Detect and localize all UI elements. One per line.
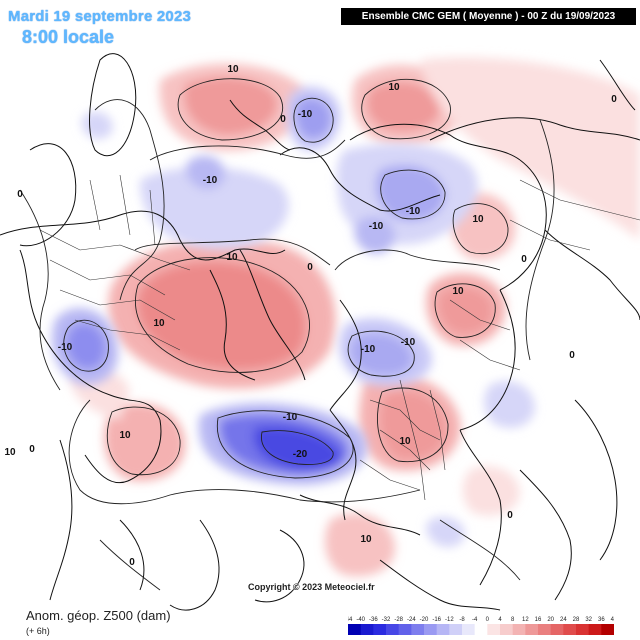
scale-tick-label: 40 [611,617,614,623]
contour-label: 10 [226,252,238,263]
contour-label: 0 [280,114,286,125]
contour-label: 10 [360,534,372,545]
scale-tick-label: 12 [522,617,529,623]
copyright-notice: Copyright © 2023 Meteociel.fr [248,582,375,592]
scale-swatch [360,624,374,635]
contour-label: 10 [452,286,464,297]
scale-tick-label: 8 [511,617,515,623]
scale-swatch [576,624,590,635]
contour-label: 0 [307,262,313,273]
scale-tick-label: 28 [573,617,580,623]
scale-tick-label: 16 [535,617,542,623]
contour-labels: -10 -10 -10 -10 -10 -10 -10 -20 -10 10 10 10 10 10 10 1… [4,64,617,568]
scale-tick-label: -4 [472,617,478,623]
map-date: Mardi 19 septembre 2023 [8,8,192,25]
scale-tick-label: -24 [407,617,416,623]
contour-label: 0 [611,94,617,105]
contour-label: 0 [507,510,513,521]
scale-tick-label: 0 [486,617,490,623]
scale-swatch [512,624,526,635]
scale-tick-label: 32 [585,617,592,623]
scale-swatch [487,624,501,635]
scale-tick-label: 20 [547,617,554,623]
scale-tick-label: -32 [382,617,391,623]
contour-label: 10 [227,64,239,75]
scale-tick-label: -16 [432,617,441,623]
contour-label: 0 [29,444,35,455]
map-local-time: 8:00 locale [22,27,115,47]
scale-swatch [601,624,614,635]
scale-swatch [373,624,387,635]
contour-label: 10 [153,318,165,329]
positive-anomalies [70,57,640,577]
contour-label: 10 [388,82,400,93]
scale-tick-label: -36 [369,617,378,623]
scale-tick-label: -12 [445,617,454,623]
political-borders [39,174,640,501]
scale-tick-label: 4 [498,617,502,623]
contour-label: -10 [361,344,376,355]
scale-swatch [525,624,539,635]
scale-tick-label: 36 [598,617,605,623]
contour-label: -10 [298,109,313,120]
contour-label: -10 [283,412,298,423]
contour-label: -10 [203,175,218,186]
scale-swatch [436,624,450,635]
contour-label: 0 [17,189,23,200]
coastlines [0,53,640,611]
forecast-lead-time: (+ 6h) [26,626,50,636]
scale-tick-label: 24 [560,617,567,623]
scale-swatch [588,624,602,635]
contour-label: 10 [119,430,131,441]
scale-swatch [386,624,400,635]
contour-lines [19,78,555,591]
model-run-header: Ensemble CMC GEM ( Moyenne ) - 00 Z du 1… [341,8,636,25]
contour-label: -10 [406,206,421,217]
scale-swatch [563,624,577,635]
scale-swatch [500,624,514,635]
scale-swatch [462,624,476,635]
scale-tick-label: -44 [348,617,353,623]
contour-label: -10 [369,221,384,232]
scale-swatch [550,624,564,635]
contour-label: -10 [58,342,73,353]
scale-swatch [474,624,488,635]
negative-anomalies [51,86,535,547]
scale-swatch [411,624,425,635]
scale-swatch [449,624,463,635]
scale-swatch [538,624,552,635]
contour-label: 10 [472,214,484,225]
contour-label: 10 [4,447,16,458]
contour-label: 10 [399,436,411,447]
scale-tick-label: -28 [394,617,403,623]
scale-swatch [424,624,438,635]
contour-label: -10 [401,337,416,348]
scale-swatch [348,624,362,635]
scale-tick-label: -20 [420,617,429,623]
contour-label: 0 [521,254,527,265]
scale-tick-label: -8 [459,617,465,623]
variable-label: Anom. géop. Z500 (dam) [26,608,171,623]
color-scale: -44-40-36-32-28-24-20-16-12-8-4048121620… [348,617,614,635]
contour-label: 0 [569,350,575,361]
contour-label: -20 [293,449,308,460]
contour-label: 0 [129,557,135,568]
scale-swatch [398,624,412,635]
scale-tick-label: -40 [356,617,365,623]
